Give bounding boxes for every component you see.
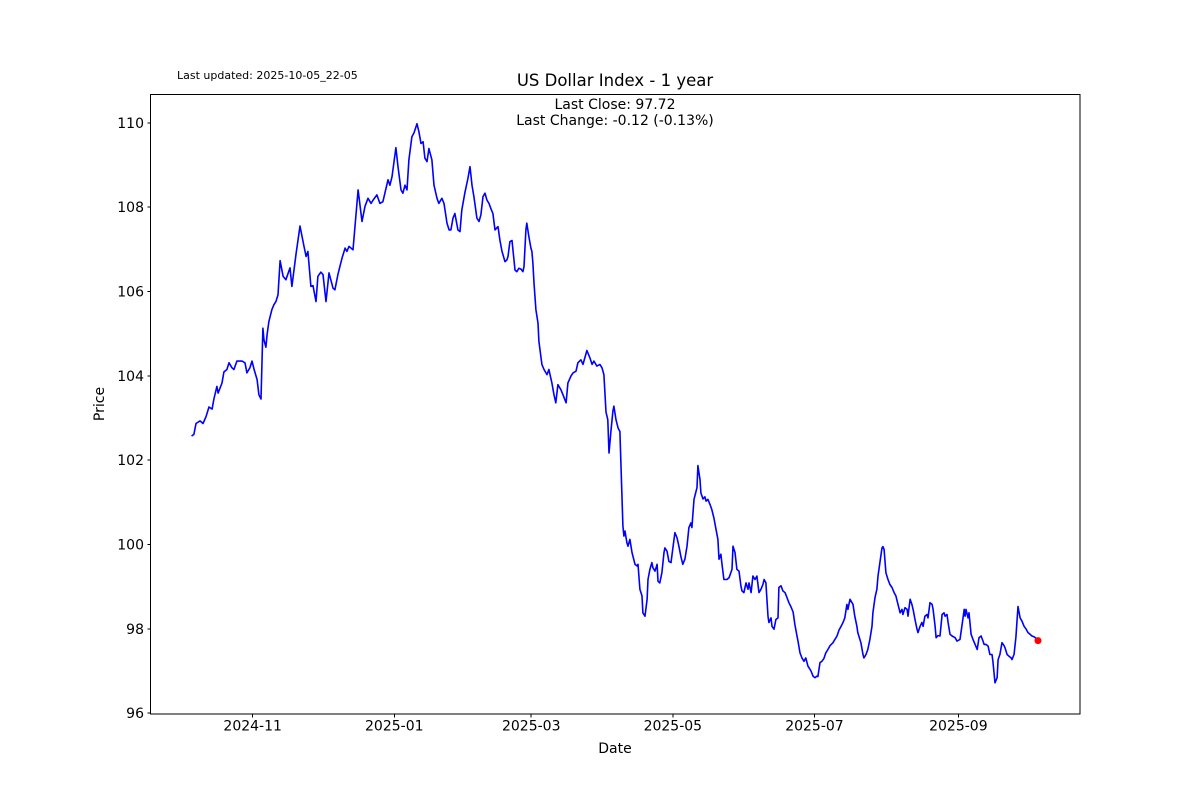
y-tick-label: 108 (117, 200, 144, 216)
last-updated-text: Last updated: 2025-10-05_22-05 (177, 69, 358, 82)
x-axis-label: Date (598, 741, 632, 757)
price-line (191, 122, 1039, 684)
y-tick-label: 104 (117, 369, 144, 385)
y-tick-label: 98 (126, 622, 144, 638)
x-tick-label: 2025-03 (502, 719, 561, 735)
y-tick-label: 96 (126, 706, 144, 722)
chart-annotation: Last Close: 97.72 Last Change: -0.12 (-0… (516, 97, 714, 129)
y-tick-label: 106 (117, 284, 144, 300)
annotation-last-close: Last Close: 97.72 (554, 97, 676, 113)
x-tick-label: 2025-01 (365, 719, 424, 735)
x-tick-label: 2024-11 (223, 719, 282, 735)
x-tick-label: 2025-05 (644, 719, 703, 735)
x-axis-ticks: 2024-11 2025-01 2025-03 2025-05 2025-07 2025-… (223, 714, 988, 735)
y-tick-label: 102 (117, 453, 144, 469)
axes-frame (150, 94, 1081, 715)
chart-title: US Dollar Index - 1 year (516, 71, 714, 90)
x-tick-label: 2025-09 (929, 719, 988, 735)
annotation-last-change: Last Change: -0.12 (-0.13%) (516, 112, 714, 129)
y-tick-label: 110 (117, 116, 144, 132)
x-tick-label: 2025-07 (785, 719, 844, 735)
y-axis-ticks: 96 98 100 102 104 106 108 110 (117, 116, 151, 722)
last-close-marker (1034, 637, 1042, 645)
y-tick-label: 100 (117, 537, 144, 553)
